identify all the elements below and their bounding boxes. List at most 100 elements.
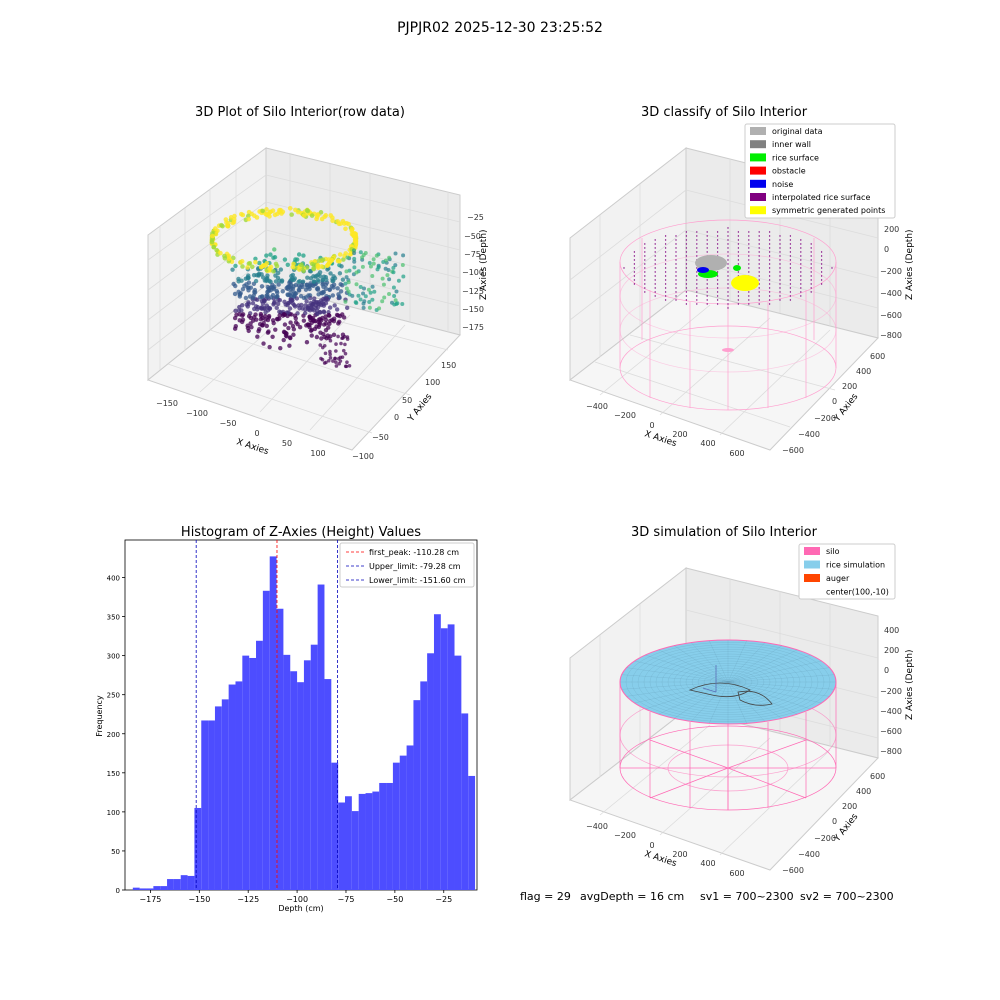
data-point bbox=[233, 308, 238, 314]
data-point bbox=[349, 228, 355, 233]
surface-point bbox=[633, 263, 636, 265]
surface-point bbox=[789, 279, 792, 281]
data-point bbox=[323, 317, 329, 323]
surface-point bbox=[737, 263, 740, 265]
x-tick-labels: −150 −100 −50 0 50 100 bbox=[156, 399, 326, 458]
legend-label: Lower_limit: -151.60 cm bbox=[369, 576, 466, 585]
data-point bbox=[258, 313, 264, 318]
mesh-spoke bbox=[727, 645, 783, 683]
histogram-bar bbox=[146, 888, 154, 890]
surface-point bbox=[654, 267, 656, 269]
histogram-bar bbox=[386, 782, 393, 890]
surface-point bbox=[810, 283, 812, 285]
data-point bbox=[253, 278, 259, 284]
surface-point bbox=[789, 247, 792, 249]
data-point bbox=[265, 294, 270, 299]
data-point bbox=[320, 345, 325, 350]
panel-simulation: 3D simulation of Silo Interior bbox=[568, 525, 915, 878]
surface-point bbox=[654, 279, 656, 281]
surface-point bbox=[675, 291, 677, 293]
surface-point bbox=[758, 263, 760, 265]
data-point bbox=[337, 313, 343, 319]
x-tick-label: 200 bbox=[672, 430, 687, 439]
sv1-readout: sv1 = 700~2300 bbox=[700, 890, 794, 903]
data-point bbox=[362, 299, 367, 304]
surface-point bbox=[675, 283, 677, 285]
surface-point bbox=[675, 275, 677, 277]
data-point bbox=[326, 257, 331, 262]
x-tick-label: −75 bbox=[338, 895, 355, 904]
surface-point bbox=[779, 275, 781, 277]
data-point bbox=[343, 351, 348, 356]
surface-point bbox=[644, 247, 646, 249]
data-point bbox=[272, 247, 277, 252]
surface-point bbox=[758, 295, 760, 297]
legend-label: inner wall bbox=[772, 140, 811, 149]
x-tick-label: 50 bbox=[282, 439, 292, 448]
surface-point bbox=[716, 231, 719, 233]
z-tick-label: −125 bbox=[462, 287, 484, 296]
x-tick-label: −50 bbox=[220, 419, 237, 428]
surface-point bbox=[768, 255, 771, 257]
surface-point bbox=[748, 299, 750, 301]
data-point bbox=[307, 308, 313, 313]
data-point bbox=[338, 289, 344, 294]
data-point bbox=[285, 301, 291, 306]
data-point bbox=[356, 293, 361, 298]
x-tick-label: −100 bbox=[186, 409, 208, 418]
data-point bbox=[278, 267, 284, 272]
legend-label: silo bbox=[826, 547, 840, 556]
data-point bbox=[277, 207, 282, 213]
data-point bbox=[233, 263, 238, 269]
data-point bbox=[377, 306, 382, 311]
histogram-bar bbox=[167, 879, 174, 890]
data-point bbox=[243, 295, 249, 301]
surface-point bbox=[789, 243, 792, 245]
data-point bbox=[254, 215, 260, 220]
data-point bbox=[370, 273, 375, 278]
surface-point bbox=[758, 235, 760, 237]
data-point bbox=[265, 308, 271, 313]
x-tick-label: −175 bbox=[139, 895, 161, 904]
histogram-bar bbox=[283, 654, 291, 890]
data-point bbox=[240, 286, 246, 292]
histogram-bar bbox=[433, 614, 441, 890]
data-point bbox=[321, 310, 327, 315]
histogram-bar bbox=[132, 887, 140, 890]
data-point bbox=[291, 332, 296, 337]
legend-label: original data bbox=[772, 127, 823, 136]
data-point bbox=[264, 323, 269, 329]
point-cloud bbox=[209, 206, 406, 369]
data-point bbox=[345, 360, 349, 365]
panel-classify: 3D classify of Silo Interior bbox=[568, 105, 915, 458]
histogram-bar bbox=[180, 875, 188, 890]
surface-point bbox=[644, 267, 646, 269]
data-point bbox=[239, 303, 245, 308]
x-tick-label: −150 bbox=[188, 895, 210, 904]
surface-point bbox=[654, 247, 656, 249]
y-tick-label: 200 bbox=[842, 802, 857, 811]
data-point bbox=[274, 288, 280, 294]
data-point bbox=[343, 226, 348, 232]
data-point bbox=[323, 351, 328, 356]
data-point bbox=[374, 253, 379, 258]
data-point bbox=[213, 231, 219, 237]
data-point bbox=[344, 305, 350, 311]
histogram-bar bbox=[256, 640, 263, 890]
data-point bbox=[261, 298, 267, 303]
legend-label: auger bbox=[826, 574, 850, 583]
surface-point bbox=[644, 283, 646, 285]
data-point bbox=[336, 334, 340, 339]
surface-point bbox=[696, 243, 698, 245]
symmetric-points-cluster bbox=[731, 275, 759, 291]
mesh-spoke bbox=[727, 681, 830, 697]
x-axis-label: X Axies bbox=[235, 437, 270, 457]
y-tick-label: −600 bbox=[782, 446, 804, 455]
data-point bbox=[245, 265, 250, 270]
x-tick-label: −100 bbox=[286, 895, 308, 904]
surface-point bbox=[779, 279, 781, 281]
surface-point bbox=[758, 243, 760, 245]
surface-point bbox=[727, 247, 729, 249]
data-point bbox=[296, 288, 302, 293]
surface-point bbox=[800, 271, 802, 273]
